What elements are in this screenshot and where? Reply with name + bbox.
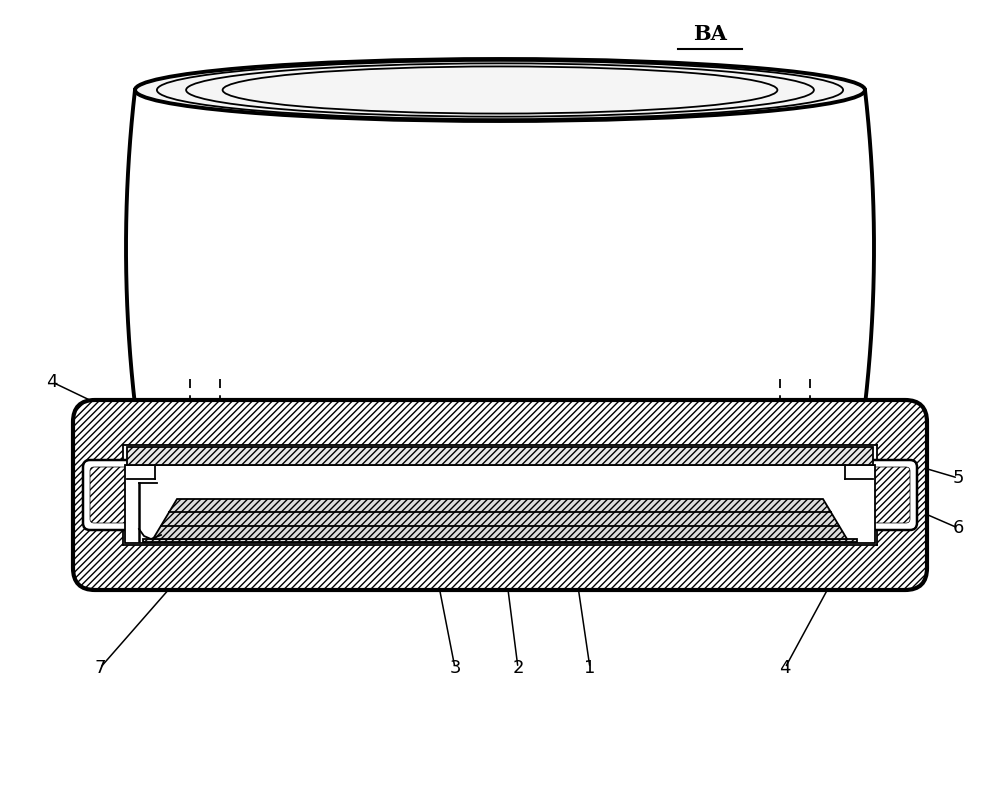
Text: 6: 6 [952, 519, 964, 537]
PathPatch shape [153, 499, 847, 539]
Bar [143, 539, 857, 542]
Text: 3: 3 [449, 659, 461, 677]
FancyBboxPatch shape [73, 400, 927, 590]
Text: 5: 5 [952, 469, 964, 487]
Text: 7: 7 [94, 659, 106, 677]
Text: 1: 1 [584, 659, 596, 677]
Bar [123, 445, 877, 545]
FancyBboxPatch shape [860, 460, 917, 530]
Text: 2: 2 [512, 659, 524, 677]
Text: BA: BA [693, 24, 727, 44]
FancyBboxPatch shape [83, 460, 140, 530]
Text: 4: 4 [46, 373, 58, 391]
Polygon shape [126, 59, 874, 436]
Bar [127, 447, 873, 465]
Text: 4: 4 [779, 659, 791, 677]
Bar [125, 465, 875, 543]
Ellipse shape [135, 59, 865, 121]
